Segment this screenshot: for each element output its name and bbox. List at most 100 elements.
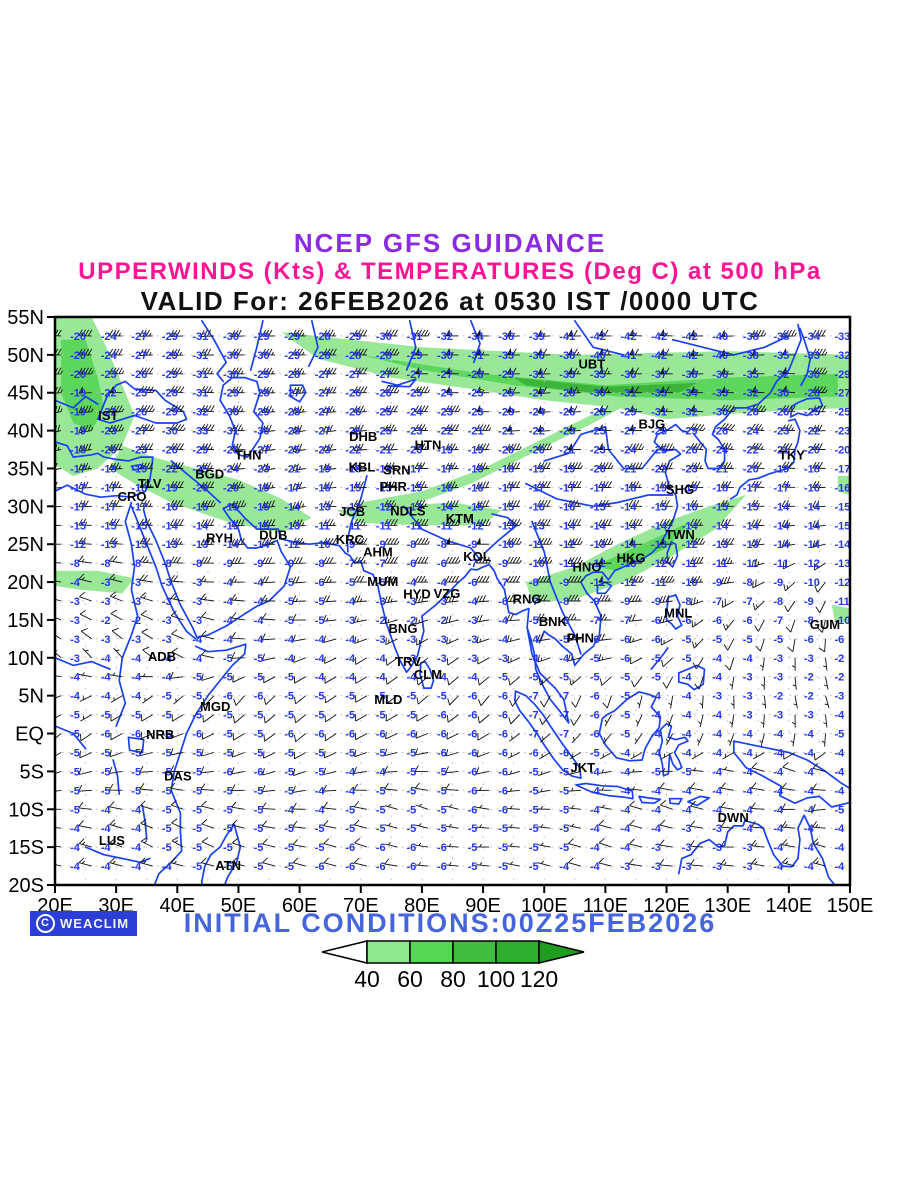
wind-barb	[108, 443, 123, 451]
temp-value: -7	[529, 596, 539, 608]
wind-barb	[536, 556, 553, 564]
temp-value: -5	[345, 691, 355, 703]
wind-barb	[720, 389, 734, 394]
wind-barb	[139, 783, 153, 791]
wind-barb	[109, 749, 123, 758]
temp-value: -21	[621, 464, 637, 476]
wind-barb	[384, 537, 400, 545]
temp-value: -26	[131, 407, 147, 419]
wind-barb	[659, 462, 673, 470]
temp-value: -5	[192, 691, 202, 703]
wind-barb	[292, 348, 306, 356]
wind-barb	[598, 594, 612, 602]
temp-value: -4	[559, 861, 570, 873]
wind-barb	[762, 695, 767, 709]
temp-value: -12	[559, 539, 575, 551]
temp-value: -6	[437, 558, 447, 570]
temp-value: -5	[773, 634, 783, 646]
temp-value: -23	[101, 426, 117, 438]
shading-40kt	[831, 604, 850, 624]
wind-barb	[139, 462, 154, 470]
wind-barb	[751, 499, 765, 507]
wind-barb	[323, 635, 337, 643]
wind-barb	[78, 329, 93, 337]
station-label: NRB	[146, 727, 174, 742]
temp-value: -5	[131, 766, 141, 778]
temp-value: -5	[162, 710, 172, 722]
temp-value: -32	[835, 350, 851, 362]
temp-value: -10	[498, 539, 514, 551]
temp-value: -4	[773, 861, 784, 873]
temp-value: -16	[437, 482, 453, 494]
chart-title-model: NCEP GFS GUIDANCE	[293, 228, 607, 258]
wind-barb	[200, 766, 215, 774]
wind-barb	[78, 462, 92, 471]
station-label: SHG	[666, 482, 694, 497]
wind-barb	[200, 518, 215, 527]
wind-barb	[508, 695, 521, 707]
wind-barb	[445, 500, 459, 508]
wind-barb	[537, 430, 551, 433]
wind-barb-flag	[720, 329, 726, 337]
temp-value: -15	[223, 520, 239, 532]
lon-tick-label: 130E	[704, 895, 751, 917]
temp-value: -3	[743, 672, 753, 684]
temp-value: -5	[162, 766, 172, 778]
temp-value: -21	[376, 445, 392, 457]
temp-value: -5	[223, 748, 233, 760]
wind-barb	[416, 714, 429, 722]
wind-barb-flag	[690, 329, 695, 336]
temp-value: -26	[376, 388, 392, 400]
temp-value: -5	[682, 766, 692, 778]
temp-value: -4	[590, 804, 601, 816]
station-label: RNG	[513, 591, 542, 606]
wind-barb	[751, 538, 765, 547]
temp-value: -38	[743, 350, 759, 362]
wind-barb	[384, 765, 398, 773]
wind-barb	[722, 598, 735, 608]
temp-value: -9	[712, 577, 722, 589]
temp-value: -6	[590, 691, 600, 703]
wind-barb	[567, 518, 582, 527]
temp-value: -4	[131, 823, 142, 835]
temp-value: -5	[192, 710, 202, 722]
temp-value: -5	[70, 710, 80, 722]
temp-value: -5	[559, 842, 569, 854]
temp-value: -4	[651, 804, 662, 816]
temp-value: -4	[682, 785, 693, 797]
wind-barb	[414, 765, 429, 773]
wind-barb	[630, 656, 643, 665]
temp-value: -23	[407, 426, 423, 438]
temp-value: -17	[70, 501, 86, 513]
wind-barb	[540, 695, 551, 708]
temp-value: -2	[437, 615, 447, 627]
wind-barb	[231, 612, 245, 621]
temp-value: -7	[712, 596, 722, 608]
wind-barb	[751, 329, 767, 337]
wind-barb	[78, 424, 94, 434]
coastline-path	[249, 319, 264, 371]
lat-tick-label: 40N	[7, 421, 44, 443]
temp-value: -32	[682, 407, 698, 419]
coastline-path	[84, 846, 151, 864]
wind-barb	[598, 386, 612, 394]
temp-value: -4	[192, 634, 203, 646]
temp-value: -4	[407, 672, 418, 684]
wind-barb-flag	[598, 329, 603, 336]
wind-barb	[140, 818, 153, 829]
wind-barb	[760, 714, 765, 728]
wind-barb	[812, 348, 828, 356]
wind-barb	[690, 597, 704, 606]
station-label: NDLS	[390, 503, 426, 518]
temp-value: -5	[529, 842, 539, 854]
wind-barb-flag	[506, 424, 512, 432]
temp-value: -4	[804, 842, 815, 854]
legend-box	[495, 940, 540, 964]
temp-value: -3	[712, 823, 722, 835]
wind-barb	[385, 695, 398, 704]
wind-barb	[170, 329, 184, 337]
wind-barb	[690, 782, 704, 791]
temp-value: -5	[345, 804, 355, 816]
wind-barb	[231, 632, 245, 640]
wind-barb-flag	[629, 328, 634, 336]
